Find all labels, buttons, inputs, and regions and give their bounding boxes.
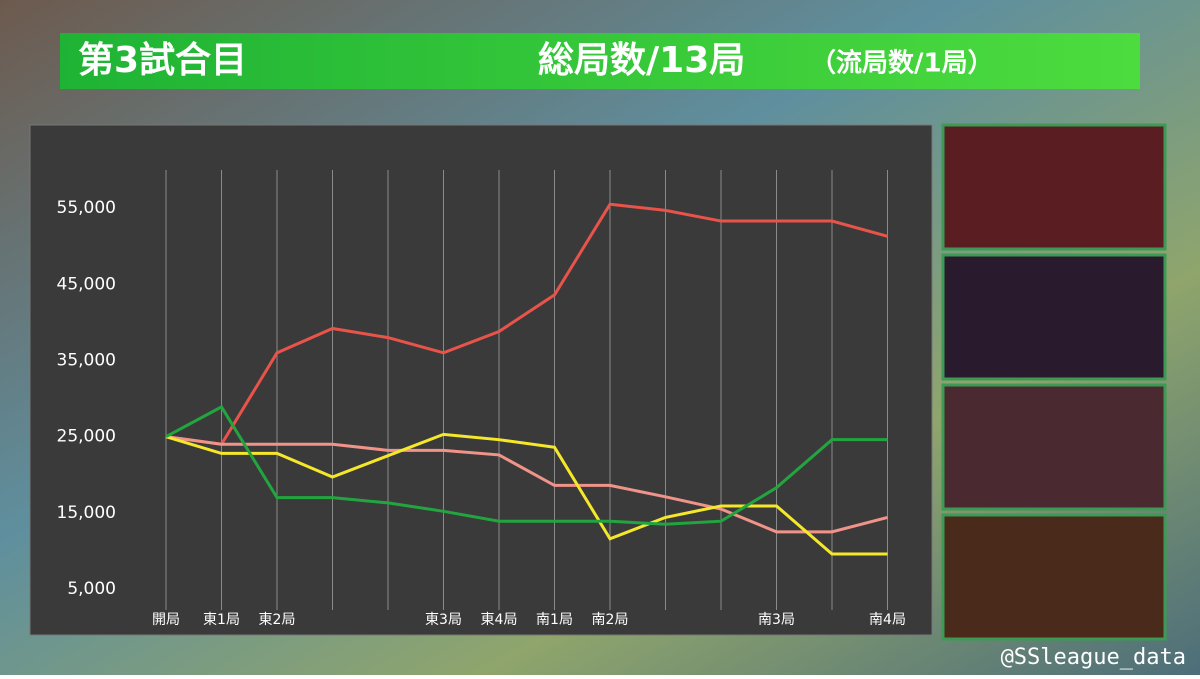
x-tick-label: 東3局	[425, 612, 462, 628]
y-tick-label: 15,000	[57, 503, 116, 523]
total-rounds: 総局数/13局	[538, 40, 745, 81]
y-tick-label: 35,000	[57, 350, 116, 370]
y-tick-label: 45,000	[57, 274, 116, 294]
plot-area	[29, 124, 933, 636]
x-tick-label: 南2局	[592, 612, 629, 628]
x-tick-label: 南1局	[536, 612, 573, 628]
game-title: 第3試合目	[78, 40, 247, 81]
title-bar	[60, 33, 1140, 89]
y-tick-label: 5,000	[67, 579, 116, 599]
series-line	[165, 432, 888, 556]
player-panel	[941, 253, 1167, 381]
x-tick-label: 東4局	[481, 612, 518, 628]
player-panel	[941, 513, 1167, 641]
player-panel	[941, 383, 1167, 511]
draw-rounds: （流局数/1局）	[810, 49, 994, 79]
x-tick-label: 東2局	[259, 612, 296, 628]
x-tick-label: 南3局	[758, 612, 795, 628]
player-panel	[941, 123, 1167, 251]
series-line	[165, 435, 888, 534]
x-tick-label: 南4局	[869, 612, 906, 628]
series-line	[165, 202, 888, 446]
footer-handle: @SSleague_data	[1001, 645, 1186, 670]
x-tick-label: 開局	[152, 612, 180, 628]
series-line	[165, 404, 888, 526]
x-tick-label: 東1局	[203, 612, 240, 628]
y-tick-label: 25,000	[57, 427, 116, 447]
y-tick-label: 55,000	[57, 198, 116, 218]
